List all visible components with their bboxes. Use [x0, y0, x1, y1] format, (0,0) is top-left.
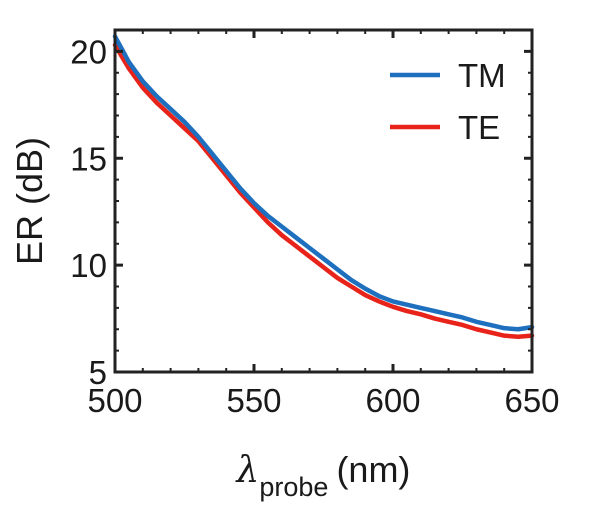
- y-tick-label: 10: [70, 247, 107, 284]
- series-line-tm: [112, 34, 535, 332]
- x-tick-label: 500: [87, 382, 142, 419]
- legend-label-te: TE: [458, 109, 500, 146]
- series-line-te: [112, 42, 535, 339]
- x-tick-label: 600: [365, 382, 420, 419]
- y-tick-label: 5: [89, 354, 107, 391]
- x-axis-label-symbol: λ: [235, 450, 260, 491]
- y-tick-label: 15: [70, 140, 107, 177]
- x-tick-label: 650: [504, 382, 559, 419]
- axis-labels: ER (dB) λprobe (nm): [9, 137, 410, 502]
- x-axis-label-unit: (nm): [336, 449, 410, 490]
- y-axis-label: ER (dB): [9, 137, 50, 265]
- axes-layer: 500 550 600 650 5 10 15 20: [70, 28, 560, 419]
- legend: TM TE: [390, 57, 506, 146]
- x-axis-label-subscript: probe: [259, 472, 328, 502]
- legend-label-tm: TM: [458, 57, 506, 94]
- plot-layer: [112, 34, 535, 339]
- x-tick-label: 550: [226, 382, 281, 419]
- y-tick-label: 20: [70, 33, 107, 70]
- x-axis-label: λprobe (nm): [235, 449, 411, 502]
